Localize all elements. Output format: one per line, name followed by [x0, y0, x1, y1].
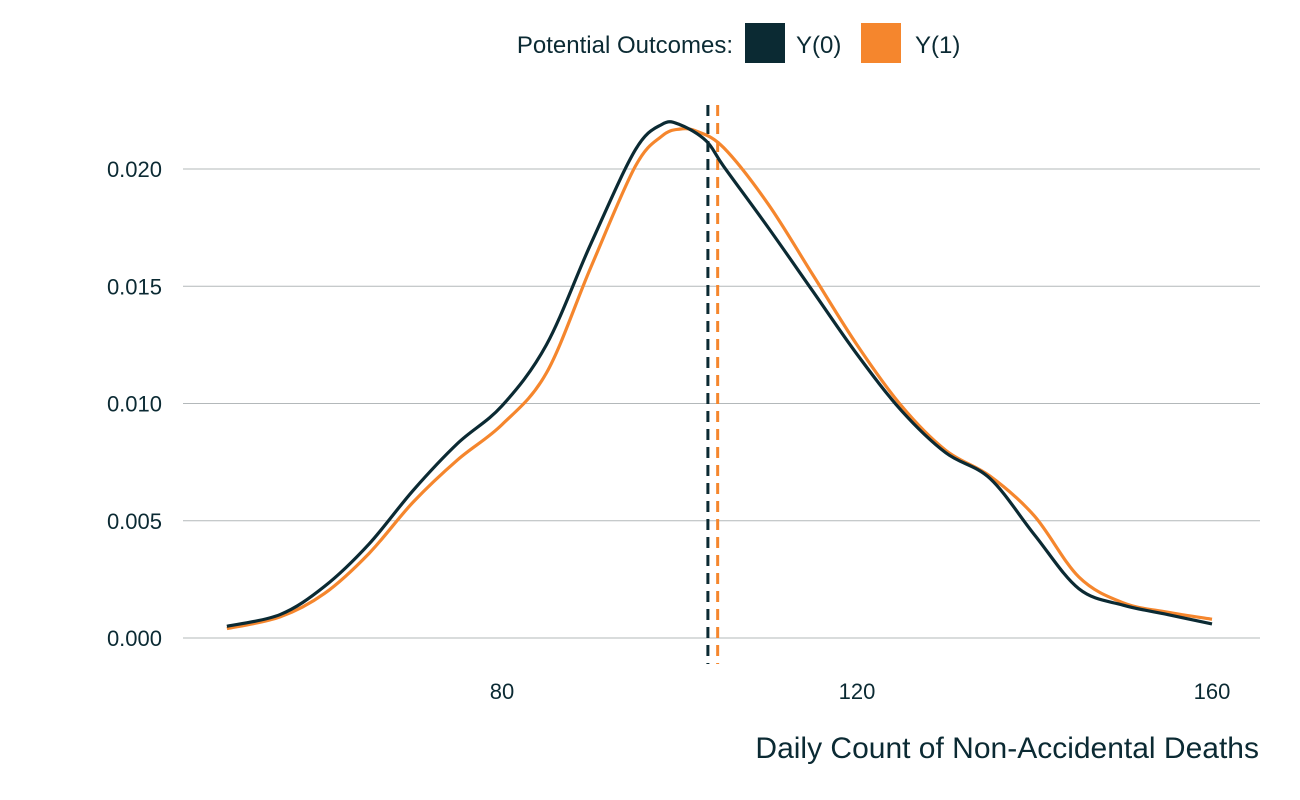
x-tick-label: 80 — [490, 679, 514, 704]
density-curve-y0 — [226, 120, 1213, 628]
x-tick-label: 120 — [839, 679, 876, 704]
x-axis-tick-labels: 80 120 160 — [490, 679, 1231, 704]
legend-label-y0: Y(0) — [796, 32, 841, 59]
x-tick-label: 160 — [1194, 679, 1231, 704]
x-axis-title: Daily Count of Non-Accidental Deaths — [755, 732, 1259, 765]
density-curves — [226, 120, 1213, 631]
legend-title: Potential Outcomes: — [517, 32, 733, 59]
y-tick-label: 0.020 — [107, 157, 162, 182]
legend-swatch-y1 — [861, 23, 901, 63]
y-axis-tick-labels: 0.000 0.005 0.010 0.015 0.020 — [107, 157, 162, 651]
legend: Potential Outcomes: Y(0) Y(1) — [517, 23, 960, 63]
y-tick-label: 0.005 — [107, 509, 162, 534]
legend-swatch-y0 — [745, 23, 785, 63]
y-tick-label: 0.000 — [107, 626, 162, 651]
density-curve-y1 — [226, 127, 1213, 631]
legend-label-y1: Y(1) — [915, 32, 960, 59]
y-tick-label: 0.015 — [107, 274, 162, 299]
y-tick-label: 0.010 — [107, 392, 162, 417]
mean-lines — [706, 105, 720, 664]
y-gridlines — [183, 168, 1260, 639]
